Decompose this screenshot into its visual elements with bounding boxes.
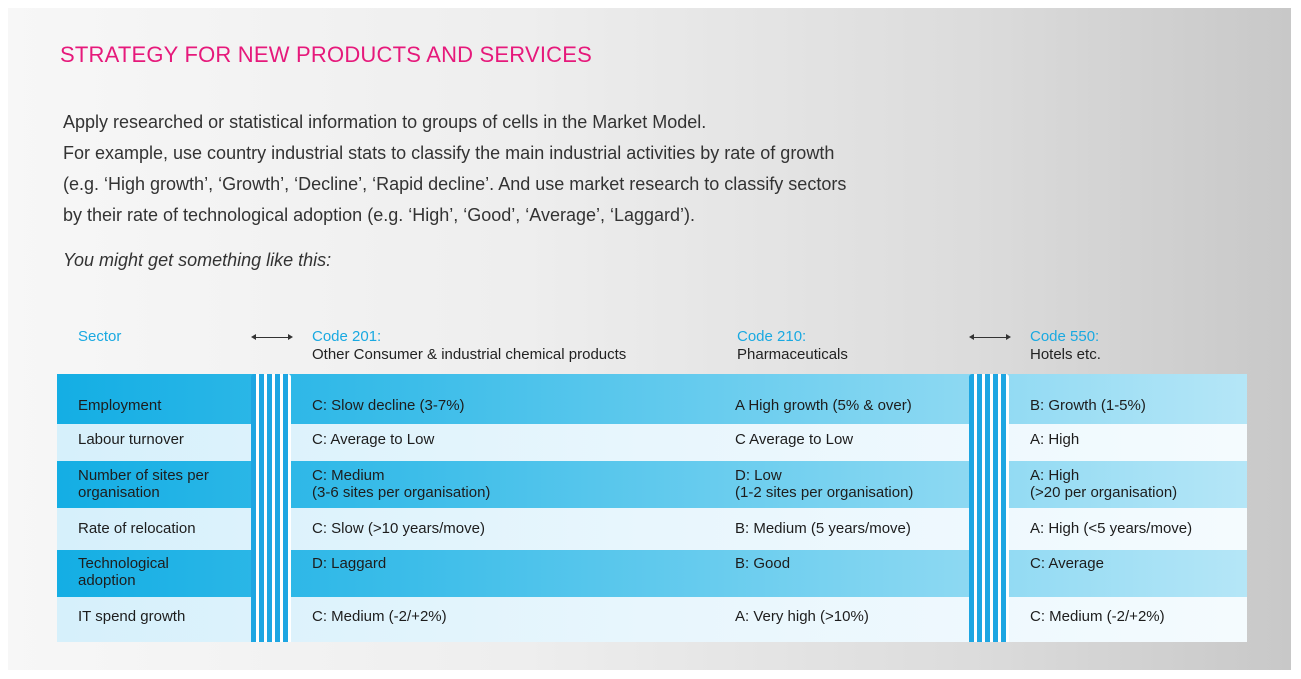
table-cell: B: Growth (1-5%) (1030, 397, 1146, 414)
column-header-code-550: Code 550: Hotels etc. (1030, 328, 1101, 364)
table-cell-sector: IT spend growth (78, 608, 186, 625)
sector-header: Sector (78, 328, 121, 346)
cell-line: (>20 per organisation) (1030, 484, 1178, 501)
table-cell: A High growth (5% & over) (735, 397, 912, 414)
intro-line: (e.g. ‘High growth’, ‘Growth’, ‘Decline’… (63, 174, 847, 194)
column-break-stripes (969, 374, 1009, 642)
table-cell: C: Average to Low (312, 431, 435, 448)
table-cell-sector: Labour turnover (78, 431, 184, 448)
cell-line: adoption (78, 572, 136, 589)
cell-line: Technological (78, 555, 169, 572)
table-cell: D: Laggard (312, 555, 387, 572)
column-name: Pharmaceuticals (737, 346, 848, 363)
intro-line: For example, use country industrial stat… (63, 143, 835, 163)
table-cell: B: Medium (5 years/move) (735, 520, 911, 537)
table-cell-sector: Number of sites per organisation (78, 467, 209, 501)
table-cell: C: Medium (-2/+2%) (1030, 608, 1165, 625)
table-cell: C: Medium (3-6 sites per organisation) (312, 467, 490, 501)
column-header-code-201: Code 201: Other Consumer & industrial ch… (312, 328, 626, 364)
table-cell: C Average to Low (735, 431, 854, 448)
table-cell: A: Very high (>10%) (735, 608, 869, 625)
cell-line: organisation (78, 484, 160, 501)
double-arrow-icon (969, 334, 1011, 340)
column-name: Other Consumer & industrial chemical pro… (312, 346, 627, 363)
double-arrow-icon (251, 334, 293, 340)
table-cell-sector: Employment (78, 397, 162, 414)
cell-line: A: High (1030, 467, 1080, 484)
cell-line: (3-6 sites per organisation) (312, 484, 491, 501)
table-cell-sector: Technological adoption (78, 555, 169, 589)
cell-line: (1-2 sites per organisation) (735, 484, 914, 501)
table-cell: D: Low (1-2 sites per organisation) (735, 467, 913, 501)
slide: STRATEGY FOR NEW PRODUCTS AND SERVICES A… (8, 8, 1291, 670)
column-break-stripes (251, 374, 291, 642)
page-title: STRATEGY FOR NEW PRODUCTS AND SERVICES (60, 42, 593, 67)
intro-line: Apply researched or statistical informat… (63, 112, 707, 132)
intro-line: by their rate of technological adoption … (63, 205, 696, 225)
column-code: Code 550: (1030, 328, 1100, 345)
table-cell-sector: Rate of relocation (78, 520, 196, 537)
cell-line: Number of sites per (78, 467, 209, 484)
intro-paragraph: Apply researched or statistical informat… (63, 107, 963, 231)
table-cell: C: Medium (-2/+2%) (312, 608, 447, 625)
table-cell: C: Average (1030, 555, 1104, 572)
table-cell: A: High (<5 years/move) (1030, 520, 1193, 537)
table-cell: C: Slow (>10 years/move) (312, 520, 485, 537)
column-name: Hotels etc. (1030, 346, 1101, 363)
column-header-code-210: Code 210: Pharmaceuticals (737, 328, 848, 364)
example-note: You might get something like this: (63, 250, 332, 270)
column-code: Code 201: (312, 328, 382, 345)
table-cell: B: Good (735, 555, 791, 572)
table-cell: A: High (1030, 431, 1080, 448)
cell-line: D: Low (735, 467, 782, 484)
table-cell: C: Slow decline (3-7%) (312, 397, 465, 414)
sector-header-label: Sector (78, 328, 122, 345)
table-cell: A: High (>20 per organisation) (1030, 467, 1177, 501)
cell-line: C: Medium (312, 467, 385, 484)
column-code: Code 210: (737, 328, 807, 345)
